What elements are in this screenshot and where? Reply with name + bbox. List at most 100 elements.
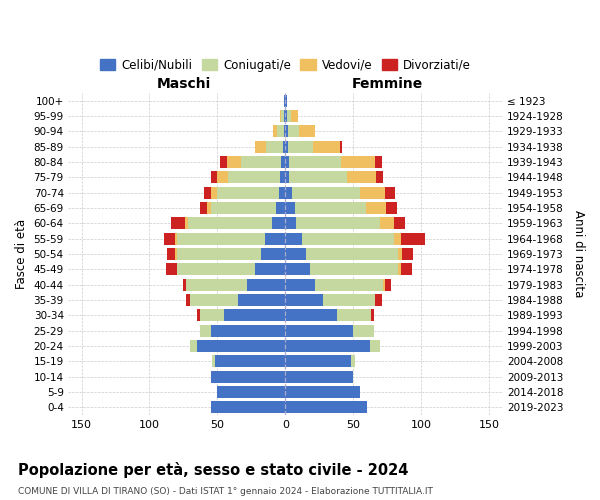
Bar (286, 371, 353, 383)
Bar (286, 232, 401, 244)
Bar (217, 186, 286, 198)
Bar (220, 156, 286, 168)
Bar (164, 232, 286, 244)
Bar (286, 402, 367, 413)
Bar (286, 371, 353, 383)
Bar (286, 356, 350, 368)
Bar (286, 126, 288, 138)
Bar (286, 310, 337, 322)
Bar (266, 140, 286, 152)
Bar (273, 126, 286, 138)
Bar (197, 340, 286, 352)
Bar (286, 325, 374, 337)
Bar (286, 218, 296, 230)
Bar (286, 126, 315, 138)
Bar (286, 279, 391, 290)
Bar (286, 264, 398, 276)
Bar (176, 264, 286, 276)
Bar (286, 202, 295, 214)
Bar (286, 279, 383, 290)
Bar (272, 218, 286, 230)
Bar (261, 248, 286, 260)
Bar (273, 126, 286, 138)
Bar (176, 232, 286, 244)
Bar (286, 310, 371, 322)
Bar (286, 248, 402, 260)
Bar (190, 340, 286, 352)
Bar (167, 248, 286, 260)
Bar (286, 202, 365, 214)
Bar (211, 402, 286, 413)
Bar (286, 156, 375, 168)
Bar (241, 156, 286, 168)
Bar (286, 340, 380, 352)
Bar (286, 402, 367, 413)
Bar (186, 279, 286, 290)
Bar (284, 126, 286, 138)
Bar (286, 294, 323, 306)
Bar (286, 402, 367, 413)
Bar (283, 140, 286, 152)
Bar (284, 94, 286, 106)
Bar (286, 371, 353, 383)
Bar (286, 172, 383, 183)
Bar (286, 126, 299, 138)
Bar (286, 140, 343, 152)
Bar (286, 356, 355, 368)
Bar (280, 110, 286, 122)
Bar (284, 94, 286, 106)
Bar (286, 94, 287, 106)
Bar (200, 202, 286, 214)
Bar (228, 172, 286, 183)
Bar (286, 325, 353, 337)
Bar (286, 264, 401, 276)
Bar (238, 294, 286, 306)
Bar (286, 186, 292, 198)
Bar (171, 218, 286, 230)
Bar (185, 218, 286, 230)
Bar (200, 310, 286, 322)
Bar (286, 172, 289, 183)
Bar (217, 386, 286, 398)
Bar (200, 325, 286, 337)
Bar (276, 202, 286, 214)
Bar (280, 172, 286, 183)
Bar (166, 264, 286, 276)
Bar (286, 202, 386, 214)
Bar (212, 356, 286, 368)
Bar (281, 156, 286, 168)
Bar (212, 356, 286, 368)
Bar (278, 186, 286, 198)
Bar (217, 172, 286, 183)
Bar (286, 156, 289, 168)
Bar (256, 140, 286, 152)
Bar (284, 110, 286, 122)
Bar (286, 94, 287, 106)
Bar (204, 186, 286, 198)
Bar (286, 325, 374, 337)
Bar (286, 402, 367, 413)
Bar (211, 371, 286, 383)
Bar (211, 402, 286, 413)
Bar (286, 156, 341, 168)
Bar (211, 202, 286, 214)
Bar (286, 340, 370, 352)
Bar (280, 110, 286, 122)
Text: COMUNE DI VILLA DI TIRANO (SO) - Dati ISTAT 1° gennaio 2024 - Elaborazione TUTTI: COMUNE DI VILLA DI TIRANO (SO) - Dati IS… (18, 488, 433, 496)
Bar (247, 279, 286, 290)
Bar (286, 310, 371, 322)
Bar (286, 356, 355, 368)
Bar (188, 218, 286, 230)
Y-axis label: Anni di nascita: Anni di nascita (572, 210, 585, 298)
Bar (197, 310, 286, 322)
Bar (286, 232, 425, 244)
Bar (200, 310, 286, 322)
Bar (256, 140, 286, 152)
Bar (286, 140, 313, 152)
Bar (176, 248, 286, 260)
Bar (286, 264, 310, 276)
Text: Femmine: Femmine (352, 78, 423, 92)
Bar (200, 325, 286, 337)
Bar (190, 294, 286, 306)
Bar (211, 186, 286, 198)
